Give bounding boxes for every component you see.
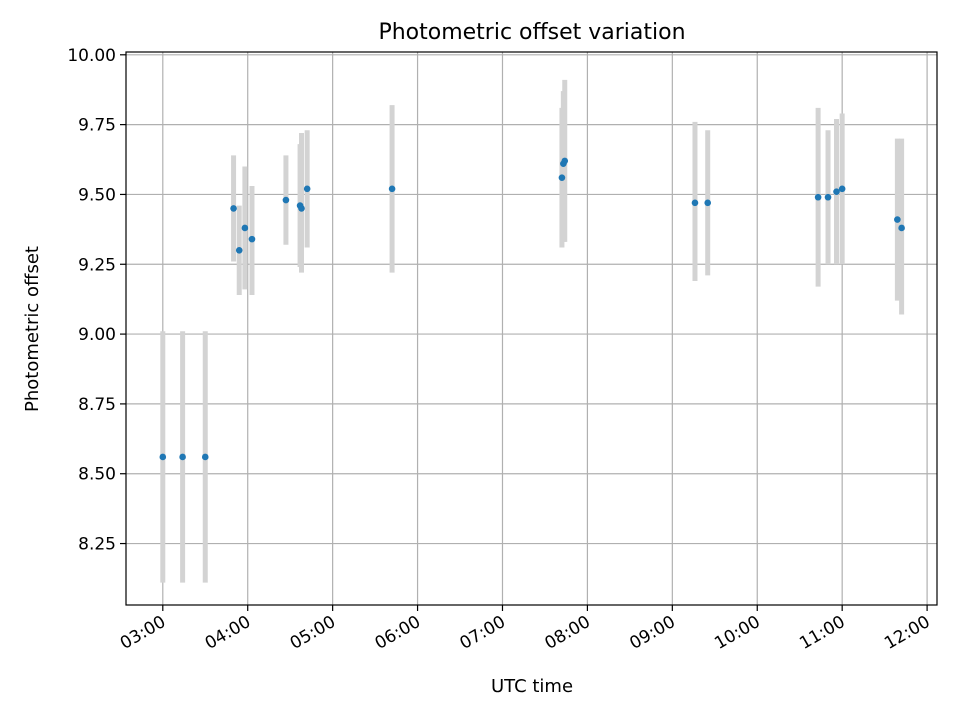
- y-tick-label: 9.00: [78, 325, 116, 345]
- data-point: [298, 205, 305, 212]
- plot-frame: [125, 51, 938, 606]
- data-point: [235, 246, 243, 254]
- data-point: [838, 185, 846, 193]
- data-point: [282, 196, 290, 204]
- x-axis-label: UTC time: [491, 676, 573, 697]
- data-point: [814, 193, 822, 201]
- data-point: [833, 188, 840, 195]
- data-point: [230, 205, 237, 212]
- y-tick-label: 9.25: [78, 255, 116, 275]
- data-points: [159, 157, 905, 461]
- y-tick-label: 10.00: [67, 46, 116, 66]
- data-point: [561, 157, 569, 165]
- y-axis-ticks: 8.25 8.50 8.75 9.00 9.25 9.50 9.75 10.00: [67, 46, 126, 555]
- chart-title: Photometric offset variation: [378, 20, 685, 45]
- data-point: [388, 185, 396, 193]
- y-tick-label: 9.75: [78, 116, 116, 136]
- data-point: [558, 174, 566, 181]
- data-point: [824, 193, 832, 201]
- data-point: [201, 453, 209, 461]
- y-axis-label: Photometric offset: [22, 246, 43, 412]
- data-point: [159, 453, 167, 461]
- data-point: [241, 224, 249, 232]
- y-tick-label: 8.75: [78, 395, 116, 415]
- data-point: [179, 453, 186, 461]
- data-point: [303, 185, 311, 193]
- y-tick-label: 8.25: [78, 535, 116, 555]
- data-point: [704, 199, 712, 207]
- data-point: [898, 224, 905, 232]
- data-point: [691, 199, 699, 207]
- y-tick-label: 9.50: [78, 185, 116, 205]
- y-tick-label: 8.50: [78, 465, 116, 485]
- data-point: [894, 216, 901, 223]
- data-point: [248, 235, 256, 243]
